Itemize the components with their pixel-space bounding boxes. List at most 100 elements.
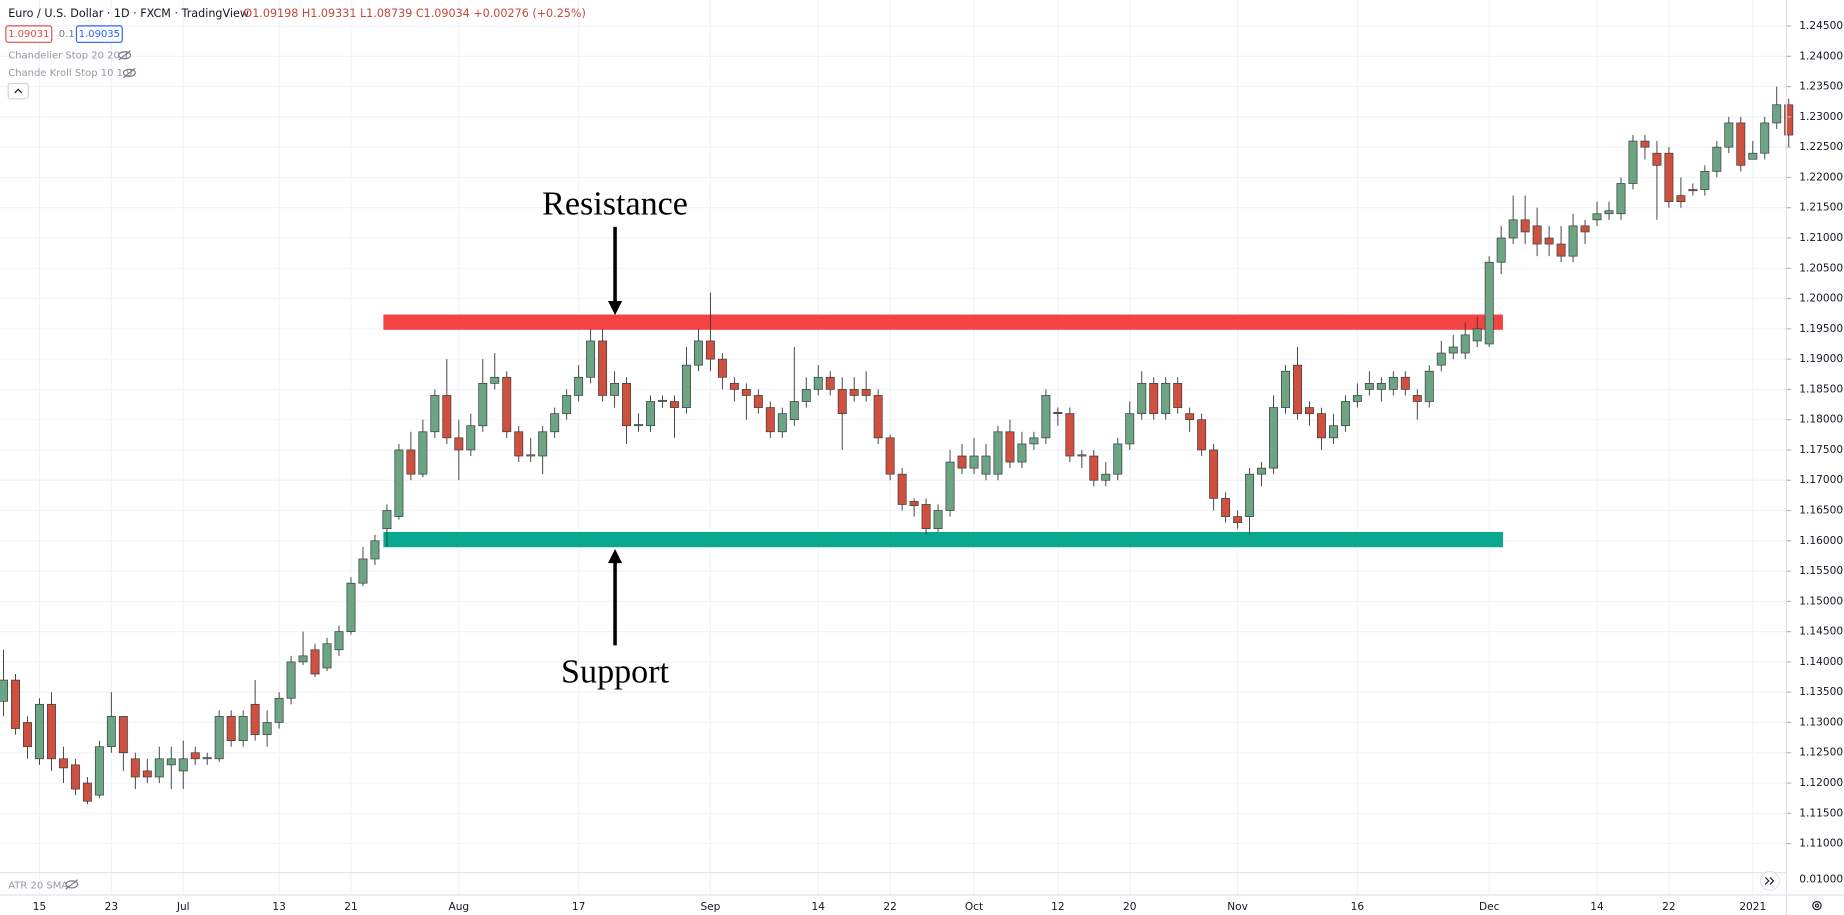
candle-body (334, 631, 344, 651)
x-tick-label: Aug (448, 901, 469, 913)
candle-body (1233, 516, 1243, 523)
indicator-label[interactable]: Chande Kroll Stop 10 1 9 (8, 68, 132, 79)
level-band (383, 314, 1503, 330)
candle-body (346, 582, 356, 632)
candle-body (1281, 370, 1290, 408)
candle-body (646, 401, 655, 427)
scroll-button[interactable] (1759, 870, 1780, 891)
y-tick-label: 1.19500 (1799, 323, 1843, 335)
candle-body (358, 558, 368, 584)
y-tick-label: 1.11000 (1799, 838, 1843, 850)
candle-body (1688, 189, 1698, 192)
x-tick-label: Nov (1227, 901, 1248, 913)
buy-box[interactable] (75, 25, 123, 43)
candle-body (1616, 183, 1626, 215)
x-tick-label: 17 (572, 901, 585, 913)
candle-body (693, 340, 703, 366)
candle-body (1532, 225, 1542, 245)
candle-body (1736, 122, 1746, 166)
y-tick-label: 1.20000 (1799, 293, 1843, 305)
candle-body (622, 382, 632, 427)
lower-pane-title: ATR 20 SMA (8, 881, 68, 892)
buy-price[interactable]: 1.09035 (79, 29, 120, 40)
candle-body (1041, 395, 1051, 439)
candle-body (1724, 122, 1734, 148)
candle-body (1652, 152, 1662, 166)
candle-body (526, 454, 536, 457)
candle-body (514, 431, 524, 457)
candle-body (562, 395, 572, 414)
candle-body (1352, 395, 1362, 402)
candle-body (226, 716, 236, 741)
candle-body (178, 758, 188, 772)
candle-body (538, 431, 548, 457)
eye-icon[interactable] (122, 67, 136, 79)
candle-body (670, 401, 679, 408)
candle-body (1664, 152, 1674, 203)
y-tick-label: 1.22500 (1799, 141, 1843, 153)
candle-body (1125, 413, 1135, 445)
candle-body (1580, 225, 1590, 233)
candle-body (0, 679, 8, 702)
candle-body (741, 389, 751, 396)
candle-body (909, 501, 919, 507)
arrow-head (608, 548, 623, 564)
candle-body (310, 649, 320, 675)
candle-body (1544, 237, 1554, 245)
x-tick-label: Oct (965, 901, 983, 913)
candle-body (981, 455, 991, 475)
candle-body (849, 389, 859, 396)
candle-body (1508, 219, 1518, 239)
y-tick-label: 1.17500 (1799, 444, 1843, 456)
candle-body (873, 395, 883, 439)
settings-icon[interactable] (1812, 900, 1822, 911)
candle-body (382, 510, 392, 530)
eye-icon[interactable] (65, 879, 79, 890)
candle-body (610, 382, 620, 396)
x-tick-label: 2021 (1739, 901, 1766, 913)
candle-body (58, 758, 68, 769)
candle-body (370, 540, 380, 560)
candle-body (46, 703, 56, 760)
candle-body (1197, 419, 1207, 451)
y-tick-label: 1.20500 (1799, 262, 1843, 274)
collapse-icon[interactable] (14, 88, 23, 94)
candle-body (490, 376, 500, 384)
sell-price[interactable]: 1.09031 (8, 29, 49, 40)
candle-body (1101, 473, 1111, 481)
candle-body (933, 510, 943, 530)
candle-body (1760, 122, 1770, 154)
candle-body (142, 770, 152, 778)
candle-body (154, 758, 164, 778)
candle-body (1604, 210, 1614, 215)
y-tick-label: 1.12000 (1799, 777, 1843, 789)
candle-body (1448, 346, 1458, 354)
scroll-icon[interactable] (1764, 876, 1775, 885)
candle-body (1005, 431, 1015, 463)
candle-body (1628, 140, 1638, 184)
candle-body (1496, 237, 1506, 263)
y-tick-label: 1.23500 (1799, 81, 1843, 93)
y-tick-label: 1.18000 (1799, 414, 1843, 426)
eye-icon[interactable] (118, 50, 132, 61)
level-band (383, 531, 1503, 548)
spread: 0.1 (59, 29, 75, 40)
candle-body (35, 703, 44, 760)
sell-box[interactable] (5, 25, 53, 43)
indicator-label[interactable]: Chandelier Stop 20 20 1 (8, 50, 129, 61)
candle-body (23, 722, 32, 748)
candle-body (765, 407, 775, 433)
x-tick-label: Sep (700, 901, 720, 913)
candle-body (1472, 328, 1482, 342)
collapse-button[interactable] (7, 82, 29, 100)
x-tick-label: Jul (176, 901, 190, 913)
candle-body (1400, 376, 1410, 390)
candle-body (118, 716, 128, 754)
x-tick-label: 20 (1123, 901, 1137, 913)
candle-body (1245, 473, 1255, 517)
y-tick-label: 1.23000 (1799, 111, 1843, 123)
candle-body (729, 382, 739, 390)
candle-body (969, 455, 979, 469)
